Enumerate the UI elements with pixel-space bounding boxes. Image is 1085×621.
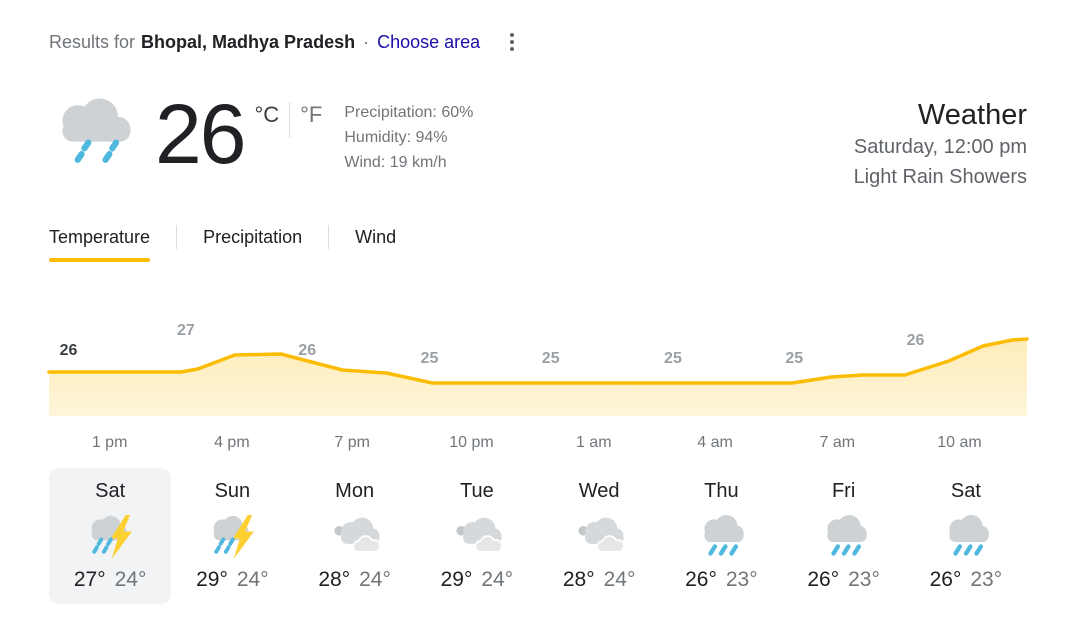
tab-precipitation[interactable]: Precipitation	[203, 226, 303, 247]
current-conditions: 26 °C °F Precipitation: 60% Humidity: 94…	[49, 90, 1027, 196]
current-details: Precipitation: 60% Humidity: 94% Wind: 1…	[344, 100, 473, 175]
time-axis-label: 10 pm	[449, 434, 494, 451]
forecast-day-fri[interactable]: Fri 26° 23°	[783, 468, 905, 604]
chart-value-label: 26	[59, 342, 78, 359]
panel-datetime: Saturday, 12:00 pm	[853, 136, 1027, 158]
tab-temperature[interactable]: Temperature	[49, 227, 151, 262]
daily-forecast-row: Sat 27° 24° Sun 29° 24° Mon 28° 24° Tue 29°…	[49, 468, 1027, 604]
cloudy-icon	[325, 508, 385, 564]
forecast-day-sat[interactable]: Sat 26° 23°	[905, 468, 1027, 604]
results-header: Results for Bhopal, Madhya Pradesh · Cho…	[49, 30, 1027, 54]
weather-widget: Results for Bhopal, Madhya Pradesh · Cho…	[47, 30, 1029, 604]
chart-value-label: 25	[785, 350, 804, 367]
cloudy-icon	[569, 508, 629, 564]
day-high-temp: 29°	[196, 568, 228, 591]
cloudy-icon	[447, 508, 507, 564]
rain-icon	[936, 508, 996, 564]
forecast-day-tue[interactable]: Tue 29° 24°	[416, 468, 538, 604]
unit-toggle: °C °F	[254, 102, 322, 138]
weather-panel-info: Weather Saturday, 12:00 pm Light Rain Sh…	[854, 90, 1027, 192]
day-high-temp: 28°	[318, 568, 351, 591]
forecast-day-sat[interactable]: Sat 27° 24°	[49, 468, 172, 604]
day-name: Thu	[704, 480, 739, 502]
temp-area-fill	[49, 339, 1027, 416]
temp-line	[47, 337, 1029, 385]
time-axis-label: 4 am	[697, 434, 733, 451]
day-low-temp: 24°	[114, 568, 147, 591]
day-high-temp: 26°	[807, 568, 840, 591]
day-low-temp: 24°	[481, 568, 514, 591]
day-high-temp: 26°	[929, 568, 962, 591]
day-low-temp: 24°	[359, 568, 391, 591]
choose-area-link[interactable]: Choose area	[377, 31, 481, 52]
wind-value: Wind: 19 km/h	[344, 154, 447, 171]
chart-value-label: 26	[906, 332, 925, 349]
location-label: Bhopal, Madhya Pradesh	[141, 31, 356, 52]
time-axis-label: 7 am	[819, 434, 856, 451]
day-low-temp: 23°	[848, 568, 880, 591]
time-axis-label: 1 pm	[91, 434, 128, 451]
tab-divider	[328, 225, 330, 249]
time-axis-label: 4 pm	[214, 434, 250, 451]
thunderstorm-icon	[202, 508, 262, 564]
time-axis-label: 7 pm	[334, 434, 370, 451]
forecast-day-thu[interactable]: Thu 26° 23°	[660, 468, 782, 604]
forecast-day-mon[interactable]: Mon 28° 24°	[294, 468, 416, 604]
forecast-day-sun[interactable]: Sun 29° 24°	[171, 468, 293, 604]
day-high-temp: 27°	[73, 568, 106, 591]
temperature-chart[interactable]: 26 27 26 25 25 25 25 26	[47, 308, 1029, 416]
day-low-temp: 24°	[603, 568, 636, 591]
temperature-area-chart	[47, 337, 1029, 416]
day-low-temp: 24°	[236, 568, 269, 591]
forecast-day-wed[interactable]: Wed 28° 24°	[538, 468, 660, 604]
day-high-temp: 29°	[440, 568, 473, 591]
chart-value-label: 27	[177, 322, 195, 339]
day-name: Sat	[95, 480, 126, 502]
day-low-temp: 23°	[725, 568, 758, 591]
day-name: Mon	[335, 480, 375, 502]
chart-value-label: 25	[541, 350, 560, 367]
metric-tabs: Temperature Precipitation Wind	[49, 222, 1027, 266]
humidity-value: Humidity: 94%	[344, 129, 448, 146]
precipitation-value: Precipitation: 60%	[344, 104, 474, 121]
tab-wind[interactable]: Wind	[355, 226, 397, 247]
day-name: Tue	[460, 480, 494, 502]
day-high-temp: 26°	[685, 568, 717, 591]
rain-icon	[691, 508, 751, 564]
day-low-temp: 23°	[970, 568, 1003, 591]
time-axis-label: 10 am	[937, 434, 982, 451]
day-name: Wed	[578, 480, 620, 502]
active-tab-underline	[49, 257, 151, 262]
chart-value-label: 25	[420, 350, 439, 367]
results-for-label: Results for	[49, 31, 136, 52]
panel-condition: Light Rain Showers	[853, 166, 1027, 188]
panel-title: Weather	[917, 99, 1027, 131]
rain-showers-icon	[49, 90, 141, 176]
day-name: Fri	[831, 480, 856, 502]
rain-icon	[814, 508, 874, 564]
more-options-icon[interactable]	[506, 29, 518, 55]
unit-divider	[289, 102, 291, 138]
tab-divider	[176, 225, 178, 249]
celsius-toggle[interactable]: °C	[254, 102, 280, 127]
thunderstorm-icon	[80, 508, 140, 564]
day-name: Sat	[950, 480, 981, 502]
chart-value-label: 26	[298, 342, 317, 359]
day-name: Sun	[214, 480, 251, 502]
chart-time-axis: 1 pm 4 pm 7 pm 10 pm 1 am 4 am 7 am 10 am	[49, 416, 1027, 466]
chart-value-label: 25	[664, 350, 682, 367]
separator-dot: ·	[363, 31, 370, 52]
day-high-temp: 28°	[562, 568, 595, 591]
time-axis-label: 1 am	[575, 434, 612, 451]
current-temperature: 26	[155, 87, 246, 181]
fahrenheit-toggle[interactable]: °F	[300, 102, 323, 127]
